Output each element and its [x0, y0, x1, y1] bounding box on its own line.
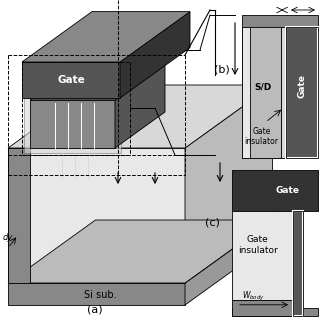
- Polygon shape: [24, 49, 183, 94]
- Text: Gate: Gate: [57, 75, 85, 85]
- Text: (c): (c): [205, 218, 220, 228]
- Bar: [286, 27, 318, 158]
- Text: (a): (a): [87, 305, 103, 315]
- Text: Gate
insulator: Gate insulator: [244, 127, 278, 146]
- Polygon shape: [185, 85, 273, 283]
- Polygon shape: [8, 283, 185, 305]
- Polygon shape: [8, 148, 30, 283]
- Bar: [232, 211, 293, 300]
- Polygon shape: [24, 94, 121, 153]
- Polygon shape: [115, 64, 165, 148]
- Bar: [281, 27, 286, 158]
- Text: S/D: S/D: [255, 82, 272, 91]
- Polygon shape: [185, 220, 273, 305]
- Polygon shape: [8, 220, 273, 283]
- Text: dy: dy: [3, 233, 13, 242]
- Bar: [293, 211, 303, 316]
- Bar: [232, 170, 318, 211]
- Bar: [242, 15, 318, 158]
- Text: Gate: Gate: [276, 186, 300, 195]
- Text: $W_{body}$: $W_{body}$: [242, 290, 265, 303]
- Text: Gate: Gate: [298, 74, 307, 98]
- Bar: [293, 211, 303, 316]
- Bar: [242, 27, 281, 158]
- Text: (b): (b): [214, 64, 230, 74]
- Polygon shape: [8, 85, 273, 148]
- Polygon shape: [22, 62, 120, 98]
- Polygon shape: [30, 100, 115, 148]
- Bar: [232, 300, 293, 316]
- Bar: [293, 211, 303, 316]
- Bar: [286, 27, 318, 158]
- Text: Si sub.: Si sub.: [84, 290, 116, 300]
- Polygon shape: [22, 12, 190, 62]
- Polygon shape: [30, 64, 165, 100]
- Bar: [242, 27, 250, 158]
- Polygon shape: [8, 148, 185, 283]
- Bar: [232, 308, 318, 316]
- Text: Gate
insulator: Gate insulator: [238, 235, 277, 254]
- Bar: [286, 27, 318, 158]
- Polygon shape: [120, 12, 190, 98]
